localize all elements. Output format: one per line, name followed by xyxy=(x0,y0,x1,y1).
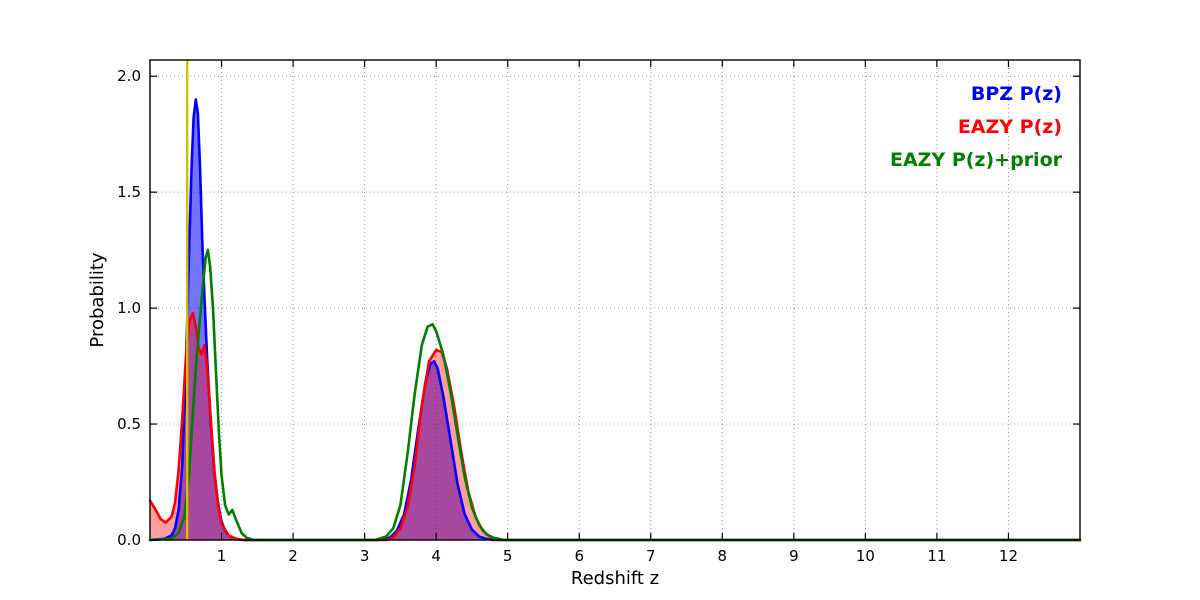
x-tick-label: 3 xyxy=(360,547,370,565)
x-tick-label: 11 xyxy=(927,547,946,565)
legend-item-eazy-prior[interactable]: EAZY P(z)+prior xyxy=(890,149,1063,171)
x-tick-label: 8 xyxy=(718,547,728,565)
grid-layer xyxy=(150,60,1080,541)
x-tick-label: 7 xyxy=(646,547,656,565)
x-tick-label: 9 xyxy=(789,547,799,565)
legend: BPZ P(z) EAZY P(z) EAZY P(z)+prior xyxy=(890,83,1063,171)
series-line-1 xyxy=(148,311,1082,542)
series-line-2 xyxy=(148,248,1082,542)
legend-item-bpz[interactable]: BPZ P(z) xyxy=(971,83,1062,105)
y-tick-label: 1.0 xyxy=(117,299,141,317)
x-tick-label: 5 xyxy=(503,547,513,565)
y-tick-label: 2.0 xyxy=(117,67,141,85)
y-axis-label: Probability xyxy=(87,252,108,347)
x-axis-label: Redshift z xyxy=(571,568,659,589)
y-tick-label: 0.0 xyxy=(117,531,141,549)
series-layer xyxy=(148,60,1082,542)
x-tick-label: 6 xyxy=(574,547,584,565)
axes-frame xyxy=(149,59,1081,541)
x-tick-label: 2 xyxy=(288,547,298,565)
tick-layer: 1 2 3 4 5 6 7 8 9 10 11 120.00.51.01.52.0 xyxy=(117,60,1080,565)
x-tick-label: 10 xyxy=(856,547,875,565)
series-fill-1 xyxy=(150,312,1080,540)
x-tick-label: 12 xyxy=(999,547,1018,565)
x-tick-label: 4 xyxy=(431,547,441,565)
y-tick-label: 1.5 xyxy=(117,183,141,201)
y-tick-label: 0.5 xyxy=(117,415,141,433)
legend-item-eazy[interactable]: EAZY P(z) xyxy=(958,116,1062,138)
x-tick-label: 1 xyxy=(217,547,227,565)
plot-frame xyxy=(149,59,1081,541)
